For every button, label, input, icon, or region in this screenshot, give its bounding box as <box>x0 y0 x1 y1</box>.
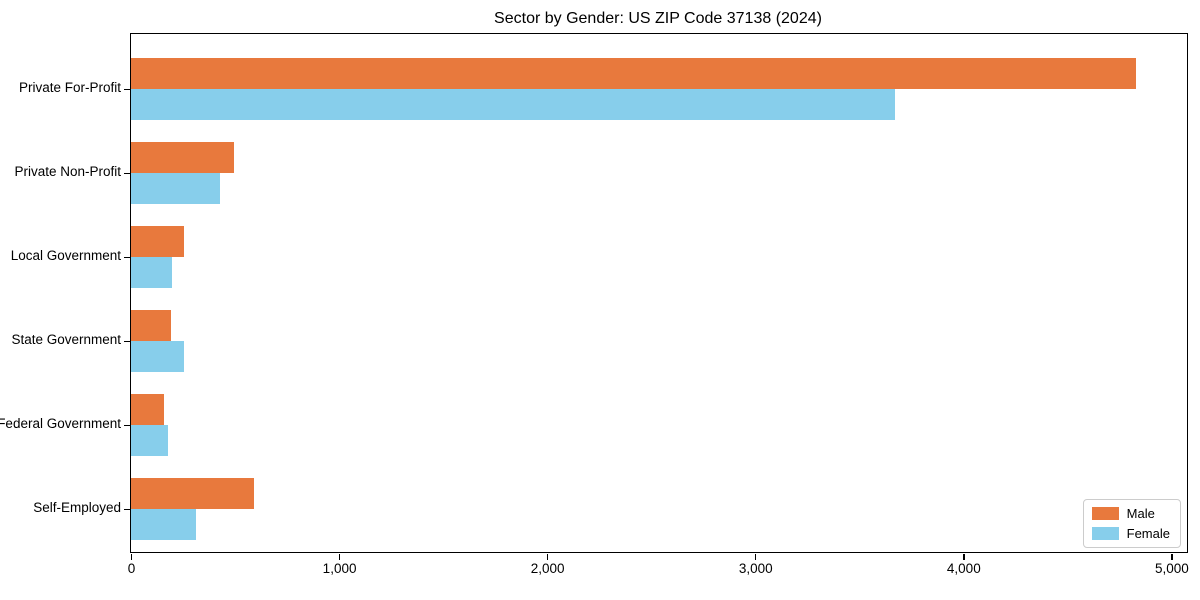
x-tick-mark <box>338 554 341 560</box>
y-tick-label: State Government <box>11 332 121 347</box>
y-tick-mark <box>124 88 130 91</box>
legend-entry-male: Male <box>1091 506 1170 521</box>
bar-male-private-non-profit <box>131 142 234 173</box>
bar-male-self-employed <box>131 478 254 509</box>
legend-entry-female: Female <box>1091 526 1170 541</box>
y-tick-mark <box>124 508 130 511</box>
y-tick-mark <box>124 256 130 259</box>
bar-female-self-employed <box>131 509 197 540</box>
bar-female-federal-government <box>131 425 169 456</box>
chart-title: Sector by Gender: US ZIP Code 37138 (202… <box>494 10 822 27</box>
x-tick-label: 5,000 <box>1154 561 1189 576</box>
y-tick-label: Private Non-Profit <box>14 164 121 179</box>
x-tick-label: 3,000 <box>738 561 773 576</box>
y-tick-mark <box>124 424 130 427</box>
bar-male-federal-government <box>131 394 165 425</box>
y-tick-mark <box>124 172 130 175</box>
bar-female-private-for-profit <box>131 89 895 120</box>
x-tick-label: 1,000 <box>322 561 357 576</box>
x-tick-label: 0 <box>127 561 136 576</box>
bar-male-local-government <box>131 226 185 257</box>
y-tick-label: Federal Government <box>0 416 121 431</box>
y-tick-label: Local Government <box>10 248 121 263</box>
y-tick-label: Private For-Profit <box>18 80 121 95</box>
bar-female-local-government <box>131 257 172 288</box>
x-tick-label: 2,000 <box>530 561 565 576</box>
bar-female-private-non-profit <box>131 173 221 204</box>
legend-swatch-female <box>1091 527 1119 540</box>
bar-male-private-for-profit <box>131 58 1136 89</box>
legend: Male Female <box>1082 499 1181 548</box>
x-tick-mark <box>130 554 133 560</box>
legend-swatch-male <box>1091 507 1119 520</box>
legend-label-female: Female <box>1126 526 1170 541</box>
bar-female-state-government <box>131 341 184 372</box>
bar-male-state-government <box>131 310 171 341</box>
x-tick-mark <box>546 554 549 560</box>
x-tick-mark <box>963 554 965 560</box>
x-tick-label: 4,000 <box>946 561 981 576</box>
x-tick-mark <box>1171 554 1173 560</box>
x-tick-mark <box>754 554 757 560</box>
legend-label-male: Male <box>1126 506 1155 521</box>
y-tick-mark <box>124 340 130 343</box>
plot-area: Male Female <box>130 33 1188 553</box>
y-tick-label: Self-Employed <box>33 500 121 515</box>
